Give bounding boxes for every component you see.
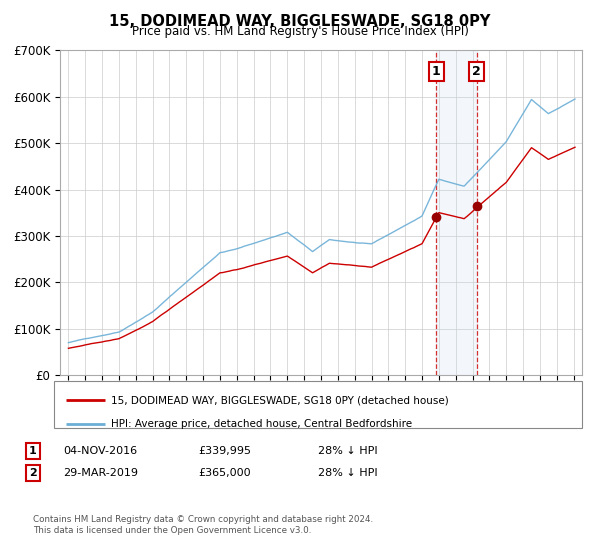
Bar: [436, 50, 476, 375]
Text: 15, DODIMEAD WAY, BIGGLESWADE, SG18 0PY (detached house): 15, DODIMEAD WAY, BIGGLESWADE, SG18 0PY …: [111, 395, 449, 405]
Text: Price paid vs. HM Land Registry's House Price Index (HPI): Price paid vs. HM Land Registry's House …: [131, 25, 469, 38]
Text: 2: 2: [472, 65, 481, 78]
Text: 04-NOV-2016: 04-NOV-2016: [63, 446, 137, 456]
Text: Contains HM Land Registry data © Crown copyright and database right 2024.
This d: Contains HM Land Registry data © Crown c…: [33, 515, 373, 535]
Text: 28% ↓ HPI: 28% ↓ HPI: [318, 468, 377, 478]
Text: £365,000: £365,000: [198, 468, 251, 478]
Text: 29-MAR-2019: 29-MAR-2019: [63, 468, 138, 478]
Text: £339,995: £339,995: [198, 446, 251, 456]
Text: 2: 2: [29, 468, 37, 478]
Text: 1: 1: [29, 446, 37, 456]
Text: 1: 1: [432, 65, 440, 78]
Text: 15, DODIMEAD WAY, BIGGLESWADE, SG18 0PY: 15, DODIMEAD WAY, BIGGLESWADE, SG18 0PY: [109, 14, 491, 29]
Text: HPI: Average price, detached house, Central Bedfordshire: HPI: Average price, detached house, Cent…: [111, 419, 412, 429]
Text: 28% ↓ HPI: 28% ↓ HPI: [318, 446, 377, 456]
